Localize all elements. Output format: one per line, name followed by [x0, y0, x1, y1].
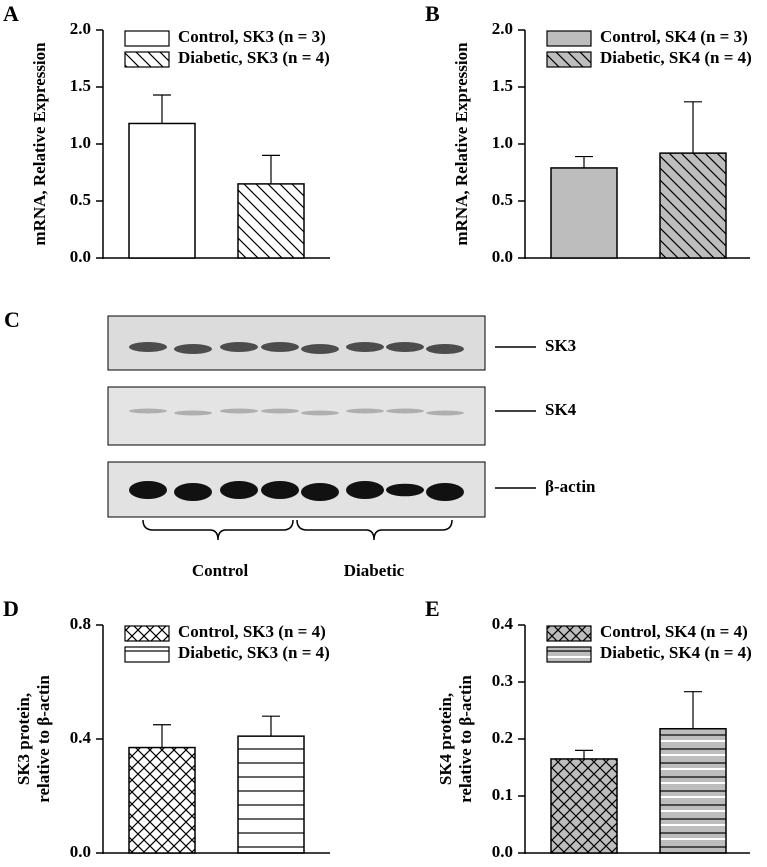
legend-swatch [124, 30, 170, 47]
legend-swatch [124, 646, 170, 663]
legend-swatch [546, 30, 592, 47]
y-tick-label: 0.2 [492, 728, 513, 747]
panel-label: C [4, 307, 20, 332]
band [220, 408, 258, 414]
western-blot: C SK3 SK4 β-actin Control Diabetic [4, 307, 596, 580]
panel-label: B [425, 1, 440, 26]
y-tick-label: 1.5 [70, 76, 91, 95]
band [174, 483, 212, 501]
legend-label: Control, SK4 (n = 4) [600, 622, 748, 641]
chart: E SK4 protein, relative to β-actin 0.0 0.1 0.… [425, 596, 752, 861]
bar [128, 122, 196, 259]
band-label: SK3 [545, 336, 576, 355]
group-brace [142, 519, 294, 541]
legend-swatch [546, 646, 592, 663]
group-label: Control [192, 561, 249, 580]
bar [550, 167, 618, 259]
band [346, 342, 384, 352]
band [220, 481, 258, 499]
band [301, 483, 339, 501]
band [261, 342, 299, 352]
y-tick-label: 0.0 [70, 247, 91, 266]
bar [659, 727, 727, 854]
band [129, 481, 167, 499]
band [426, 410, 464, 416]
y-tick-label: 1.0 [70, 133, 91, 152]
blot-strip [107, 386, 486, 446]
y-tick-label: 2.0 [70, 19, 91, 38]
legend-label: Diabetic, SK3 (n = 4) [178, 643, 330, 662]
legend-label: Control, SK4 (n = 3) [600, 27, 748, 46]
legend-label: Diabetic, SK4 (n = 4) [600, 48, 752, 67]
y-tick-label: 0.0 [492, 247, 513, 266]
y-axis-label: SK3 protein, [14, 693, 33, 785]
legend-label: Diabetic, SK4 (n = 4) [600, 643, 752, 662]
band [220, 342, 258, 352]
y-tick-label: 0.4 [70, 728, 92, 747]
y-axis-label: SK4 protein, [436, 693, 455, 785]
y-tick-label: 0.4 [492, 614, 514, 633]
y-tick-label: 1.5 [492, 76, 513, 95]
chart: D SK3 protein, relative to β-actin 0.0 0.4 0.… [3, 596, 330, 861]
band [301, 410, 339, 416]
y-tick-label: 0.0 [70, 842, 91, 861]
y-axis-label: relative to β-actin [34, 675, 53, 803]
bar [659, 152, 727, 259]
y-tick-label: 0.0 [492, 842, 513, 861]
bar [550, 758, 618, 854]
bar [237, 735, 305, 854]
band [426, 344, 464, 354]
band [174, 344, 212, 354]
y-tick-label: 0.5 [492, 190, 513, 209]
y-tick-label: 2.0 [492, 19, 513, 38]
band [129, 408, 167, 414]
bands [129, 342, 464, 501]
bar [128, 746, 196, 854]
blot-strip [107, 315, 486, 371]
band [386, 408, 424, 414]
band-label: SK4 [545, 400, 577, 419]
band [426, 483, 464, 501]
band [346, 481, 384, 499]
band [261, 408, 299, 414]
band [386, 483, 424, 497]
group-brace [296, 519, 453, 541]
legend-label: Control, SK3 (n = 3) [178, 27, 326, 46]
panel-label: E [425, 596, 440, 621]
bar [237, 183, 305, 259]
y-axis-label: mRNA, Relative Expression [30, 42, 49, 246]
band [346, 408, 384, 414]
legend-swatch [546, 51, 592, 68]
group-label: Diabetic [344, 561, 405, 580]
y-tick-label: 0.3 [492, 671, 513, 690]
band [301, 344, 339, 354]
y-axis-label: relative to β-actin [456, 675, 475, 803]
band [386, 342, 424, 352]
legend-label: Control, SK3 (n = 4) [178, 622, 326, 641]
y-tick-label: 1.0 [492, 133, 513, 152]
legend-swatch [546, 625, 592, 642]
y-tick-label: 0.1 [492, 785, 513, 804]
band-label: β-actin [545, 477, 596, 496]
band [129, 342, 167, 352]
panel-label: D [3, 596, 19, 621]
legend-label: Diabetic, SK3 (n = 4) [178, 48, 330, 67]
panel-label: A [3, 1, 19, 26]
y-axis-label: mRNA, Relative Expression [452, 42, 471, 246]
y-tick-label: 0.5 [70, 190, 91, 209]
band [261, 481, 299, 499]
legend-swatch [124, 51, 170, 68]
legend-swatch [124, 625, 170, 642]
band [174, 410, 212, 416]
y-tick-label: 0.8 [70, 614, 91, 633]
